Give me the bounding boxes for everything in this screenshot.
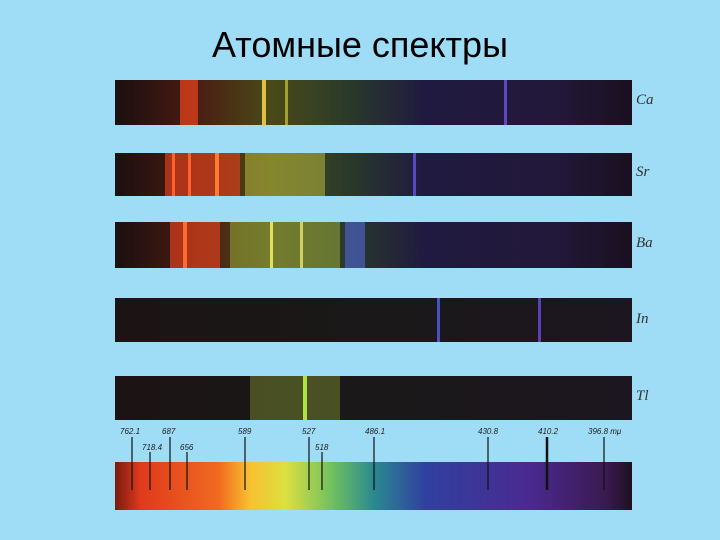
wavelength-label: 410.2 bbox=[538, 427, 559, 436]
title: Атомные спектры bbox=[212, 24, 508, 65]
element-label: In bbox=[635, 311, 649, 327]
element-label: Ba bbox=[636, 235, 653, 251]
wavelength-label: 718.4 bbox=[142, 443, 163, 452]
wavelength-label: 527 bbox=[302, 427, 316, 436]
wavelength-label: 656 bbox=[180, 443, 194, 452]
wavelength-label: 396.8 mμ bbox=[588, 427, 622, 436]
spectrum-tl bbox=[115, 376, 632, 420]
spectrum-ba bbox=[115, 222, 632, 268]
wavelength-label: 589 bbox=[238, 427, 252, 436]
wavelength-label: 687 bbox=[162, 427, 176, 436]
reference-spectrum bbox=[115, 437, 632, 510]
wavelength-label: 430.8 bbox=[478, 427, 499, 436]
spectrum-in bbox=[115, 298, 632, 342]
element-label: Sr bbox=[636, 164, 650, 180]
wavelength-label: 762.1 bbox=[120, 427, 140, 436]
wavelength-label: 486.1 bbox=[365, 427, 385, 436]
spectrum-ca bbox=[115, 80, 632, 125]
element-label: Tl bbox=[636, 388, 649, 404]
wavelength-label: 518 bbox=[315, 443, 329, 452]
spectrum-sr bbox=[115, 153, 632, 196]
element-label: Ca bbox=[636, 92, 654, 108]
